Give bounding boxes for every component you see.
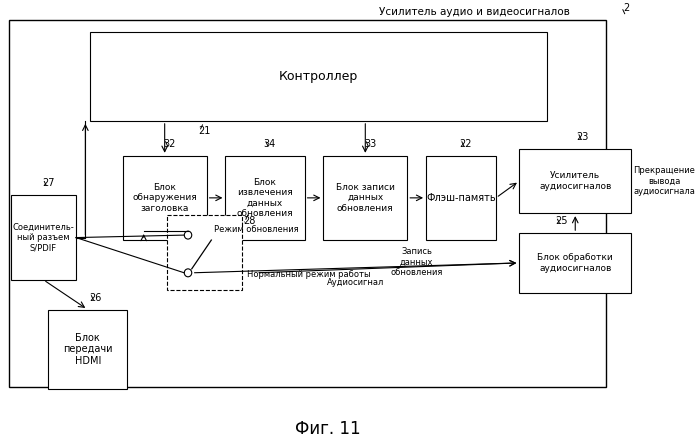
Bar	[167, 215, 242, 289]
Bar	[10, 195, 76, 280]
Text: 27: 27	[42, 178, 55, 188]
Bar	[426, 156, 496, 240]
Text: Режим обновления: Режим обновления	[214, 225, 299, 234]
Bar	[225, 156, 304, 240]
Text: 23: 23	[577, 132, 589, 142]
Text: Блок
извлечения
данных
обновления: Блок извлечения данных обновления	[237, 178, 293, 218]
Text: 34: 34	[263, 139, 276, 149]
Text: Контроллер: Контроллер	[279, 70, 358, 83]
Text: 32: 32	[163, 139, 176, 149]
Text: Фиг. 11: Фиг. 11	[295, 420, 360, 438]
Text: Аудиосигнал: Аудиосигнал	[327, 278, 384, 287]
Bar	[9, 20, 606, 387]
Bar	[323, 156, 407, 240]
Text: Усилитель
аудиосигналов: Усилитель аудиосигналов	[539, 171, 611, 190]
Text: Флэш-память: Флэш-память	[426, 193, 496, 203]
Text: Блок
обнаружения
заголовка: Блок обнаружения заголовка	[132, 183, 197, 213]
Text: 21: 21	[198, 126, 211, 136]
Text: 2: 2	[624, 3, 630, 13]
Text: Блок записи
данных
обновления: Блок записи данных обновления	[336, 183, 395, 213]
Text: Блок
передачи
HDMI: Блок передачи HDMI	[63, 333, 113, 366]
Bar	[519, 233, 631, 293]
Bar	[90, 32, 547, 121]
Text: Блок обработки
аудиосигналов: Блок обработки аудиосигналов	[538, 253, 613, 273]
Text: 25: 25	[555, 216, 568, 226]
Text: 33: 33	[364, 139, 376, 149]
Text: Запись
данных
обновления: Запись данных обновления	[391, 247, 443, 277]
Bar	[519, 149, 631, 213]
Text: Соединитель-
ный разъем
S/PDIF: Соединитель- ный разъем S/PDIF	[13, 223, 74, 253]
Bar	[122, 156, 206, 240]
Text: Усилитель аудио и видеосигналов: Усилитель аудио и видеосигналов	[379, 7, 570, 17]
Text: 28: 28	[244, 216, 256, 226]
Text: Прекращение
вывода
аудиосигнала: Прекращение вывода аудиосигнала	[633, 166, 695, 196]
Text: 26: 26	[89, 293, 102, 303]
Text: 22: 22	[459, 139, 472, 149]
Bar	[48, 309, 127, 389]
Text: Нормальный режим работы: Нормальный режим работы	[247, 270, 370, 279]
